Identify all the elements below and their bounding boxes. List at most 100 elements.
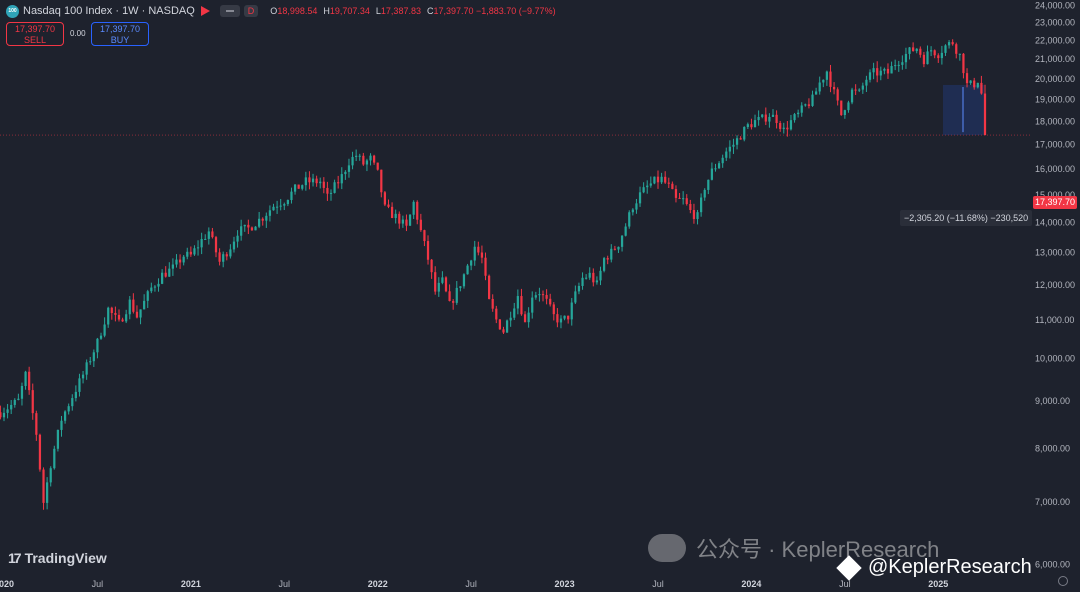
candle-body [67, 406, 70, 412]
candle-body [315, 178, 318, 184]
collapse-icon[interactable] [219, 5, 240, 17]
candle-body [886, 68, 890, 74]
candle-body [692, 210, 696, 219]
candle-body [204, 238, 207, 240]
candle-body [286, 200, 289, 205]
candle-body [369, 155, 372, 161]
candle-body [721, 157, 724, 164]
sell-button[interactable]: 17,397.70 SELL [6, 22, 64, 46]
candle-body [265, 215, 268, 221]
candle-body [211, 231, 214, 238]
candle-body [811, 94, 814, 106]
y-tick-label: 15,000.00 [1035, 190, 1075, 200]
symbol-header: 100 Nasdaq 100 Index · 1W · NASDAQ D O18… [6, 3, 562, 19]
candle-body [850, 89, 854, 103]
candle-body [2, 412, 6, 418]
candle-body [635, 203, 638, 210]
candle-body [150, 287, 153, 292]
candle-body [81, 374, 85, 379]
candle-body [24, 371, 27, 386]
candle-body [879, 70, 882, 76]
candle-body [63, 411, 67, 421]
candle-body [240, 226, 243, 236]
y-tick-label: 11,000.00 [1035, 315, 1074, 325]
candle-body [444, 277, 448, 292]
settings-gear-icon[interactable] [1058, 576, 1068, 586]
candle-body [139, 309, 142, 318]
x-tick-label: Jul [279, 579, 291, 589]
candle-body [49, 468, 52, 483]
candle-body [725, 151, 728, 158]
candle-body [818, 82, 821, 92]
candle-body [351, 156, 354, 166]
candle-body [545, 295, 548, 299]
candle-body [592, 272, 595, 283]
candle-body [376, 162, 379, 170]
candle-body [588, 272, 591, 278]
candle-body [157, 283, 160, 287]
flag-icon[interactable] [200, 6, 210, 16]
candle-body [829, 71, 832, 87]
candle-body [965, 73, 969, 84]
candle-body [258, 218, 261, 227]
candle-body [42, 469, 45, 503]
candle-body [455, 287, 458, 303]
candle-body [926, 51, 929, 65]
candle-body [538, 294, 541, 296]
y-tick-label: 23,000.00 [1035, 18, 1075, 28]
ohlc-open: O18,998.54 [270, 6, 318, 16]
candle-body [714, 168, 717, 170]
interval-badge[interactable]: D [243, 5, 259, 17]
candle-body [613, 248, 616, 250]
candle-body [732, 144, 735, 147]
candle-body [272, 206, 275, 211]
candle-body [552, 304, 555, 315]
candle-body [164, 272, 167, 277]
candle-body [250, 227, 254, 231]
candle-body [279, 205, 282, 207]
candle-body [901, 62, 904, 65]
candle-body [761, 114, 764, 117]
y-tick-label: 18,000.00 [1035, 116, 1075, 126]
candle-body [225, 254, 228, 257]
candle-body [861, 85, 864, 90]
candle-body [689, 203, 692, 211]
candle-body [365, 160, 369, 165]
candle-body [31, 390, 34, 414]
symbol-title[interactable]: Nasdaq 100 Index · 1W · NASDAQ [23, 5, 195, 17]
candle-body [470, 260, 473, 266]
candle-body [408, 214, 412, 226]
candle-body [373, 155, 376, 163]
y-tick-label: 10,000.00 [1035, 353, 1075, 363]
candle-body [419, 219, 422, 231]
tradingview-logo[interactable]: 17 TradingView [8, 550, 107, 566]
candle-body [520, 296, 523, 315]
candle-body [782, 127, 785, 129]
ohlc-high: H19,707.34 [323, 6, 370, 16]
candle-body [915, 48, 918, 52]
candle-body [96, 338, 99, 353]
wechat-watermark: 公众号 · KeplerResearch [648, 532, 939, 564]
candle-body [908, 47, 911, 54]
candle-body [876, 68, 879, 76]
candle-body [933, 50, 936, 56]
candle-body [362, 155, 365, 165]
candle-body [283, 204, 286, 206]
candle-body [983, 93, 987, 136]
last-price-tag: 17,397.70 [1033, 196, 1077, 209]
candle-body [832, 86, 836, 90]
candle-body [620, 235, 624, 247]
candle-body [311, 178, 315, 183]
candle-body [779, 123, 782, 129]
candle-body [452, 301, 455, 303]
candle-body [232, 241, 236, 250]
candle-body [807, 104, 811, 106]
spread-value: 0.00 [70, 29, 86, 38]
candle-body [344, 171, 347, 175]
buy-button[interactable]: 17,397.70 BUY [91, 22, 149, 46]
candle-body [509, 317, 512, 321]
candle-body [200, 239, 203, 248]
candle-body [516, 296, 519, 309]
candle-body [822, 79, 825, 83]
